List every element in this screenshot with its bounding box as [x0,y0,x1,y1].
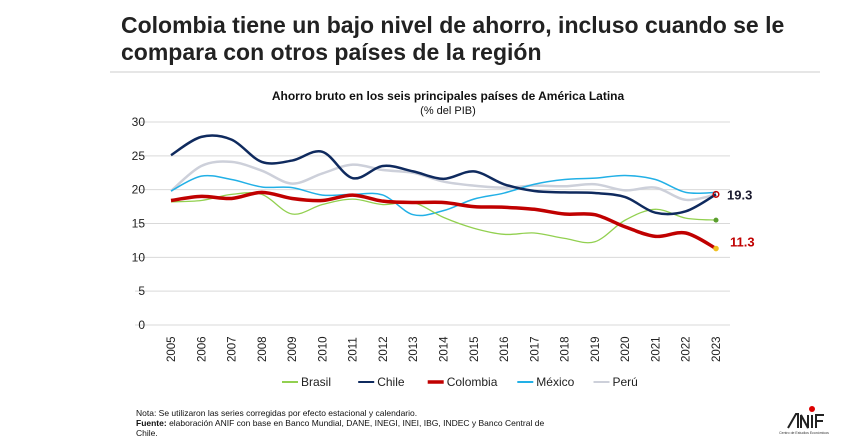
data-label-colombia: 11.3 [730,235,755,250]
x-tick-label: 2011 [348,337,360,362]
y-tick-label: 30 [132,115,146,129]
data-label-chile: 19.3 [727,187,752,202]
x-tick-label: 2020 [620,336,632,362]
chart-title: Ahorro bruto en los seis principales paí… [272,89,625,103]
y-tick-label: 25 [132,149,146,163]
x-tick-label: 2009 [287,336,299,362]
series-line-méxico [170,174,717,217]
y-tick-label: 0 [138,318,145,332]
x-tick-label: 2014 [439,336,451,362]
x-tick-label: 2013 [408,336,420,362]
x-tick-label: 2017 [529,336,541,362]
x-tick-label: 2021 [650,336,662,362]
y-tick-label: 5 [138,284,145,298]
x-tick-label: 2022 [681,336,693,362]
x-tick-label: 2008 [257,336,269,362]
divider [110,71,820,73]
series-line-chile [170,134,717,216]
x-tick-label: 2005 [166,336,178,362]
x-tick-label: 2012 [378,336,390,362]
series-line-brasil [170,192,717,244]
y-tick-label: 15 [132,217,146,231]
headline: Colombia tiene un bajo nivel de ahorro, … [121,12,785,65]
y-tick-label: 20 [132,183,146,197]
legend-label: Brasil [301,375,331,389]
y-tick-label: 10 [132,250,146,264]
legend-label: Perú [613,375,638,389]
x-tick-label: 2010 [317,336,329,362]
series-line-colombia [170,190,717,251]
x-tick-label: 2023 [711,336,723,362]
x-tick-label: 2018 [560,336,572,362]
fuente-label: Fuente: [136,418,167,428]
anif-logo: Centro de Estudios Económicos [779,406,829,435]
end-marker-colombia [713,245,719,252]
fuente: Fuente: elaboración ANIF con base en Ban… [136,418,556,438]
legend-label: Chile [377,375,405,389]
end-marker-chile [712,190,720,198]
x-tick-label: 2015 [469,336,481,362]
x-tick-label: 2019 [590,336,602,362]
line-chart: Ahorro bruto en los seis principales paí… [132,89,755,389]
x-tick-label: 2007 [227,336,239,362]
end-marker-brasil [713,217,719,223]
svg-text:Centro de Estudios Económicos: Centro de Estudios Económicos [779,431,829,435]
chart-subtitle: (% del PIB) [420,105,476,117]
fuente-text: elaboración ANIF con base en Banco Mundi… [136,418,545,438]
legend-label: Colombia [447,375,498,389]
series-line-perú [170,160,717,202]
x-tick-label: 2006 [196,336,208,362]
legend-label: México [536,375,574,389]
x-tick-label: 2016 [499,336,511,362]
footnote: Nota: Se utilizaron las series corregida… [136,408,556,438]
nota: Nota: Se utilizaron las series corregida… [136,408,418,418]
